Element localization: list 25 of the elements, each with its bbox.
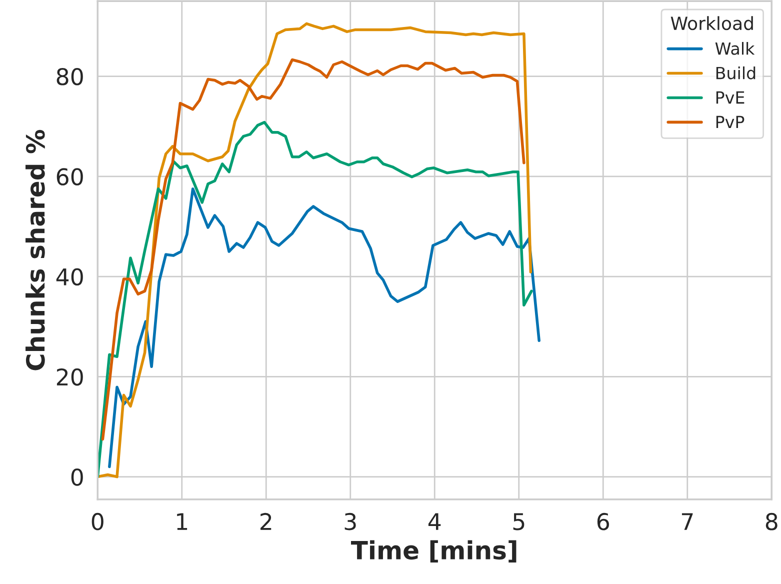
x-tick-label: 0	[92, 512, 104, 530]
legend-label: PvE	[716, 91, 744, 104]
x-tick-label: 6	[597, 512, 609, 530]
legend-label: Build	[716, 66, 756, 80]
y-tick-label: 60	[56, 168, 83, 186]
line-series	[98, 120, 533, 478]
y-tick-label: 0	[71, 468, 83, 486]
line-series	[98, 22, 532, 478]
x-tick-label: 5	[513, 513, 524, 530]
x-axis-title: Time [mins]	[351, 540, 516, 563]
line-series	[101, 58, 526, 441]
y-axis-title: Chunks shared %	[26, 130, 45, 370]
legend-title: Workload	[670, 16, 753, 30]
x-tick-label: 2	[260, 512, 272, 530]
legend-label: Walk	[715, 42, 755, 55]
y-tick-label: 40	[56, 268, 83, 286]
y-tick-label: 20	[56, 368, 83, 386]
y-tick-label: 80	[56, 68, 83, 86]
line-series	[108, 188, 540, 468]
x-tick-label: 8	[766, 512, 778, 530]
legend-label: PvP	[716, 116, 744, 128]
x-tick-label: 7	[682, 513, 693, 530]
x-tick-label: 4	[428, 513, 441, 530]
x-tick-label: 3	[344, 512, 356, 530]
x-tick-label: 1	[177, 513, 188, 530]
